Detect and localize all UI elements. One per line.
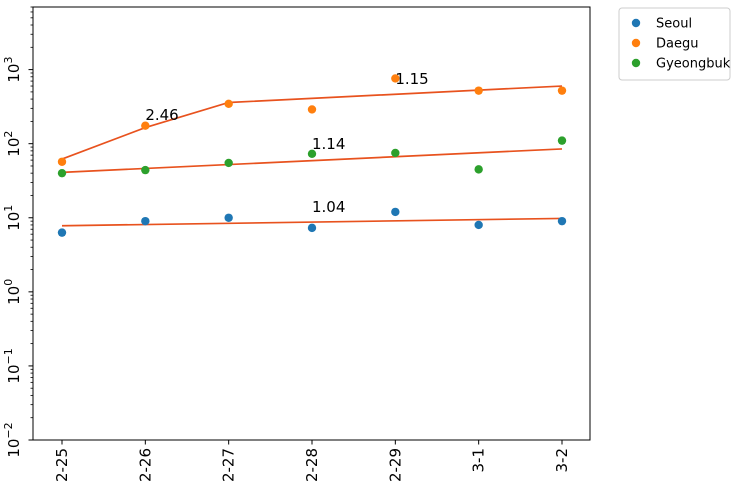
- point-daegu: [391, 74, 400, 83]
- point-daegu: [224, 99, 233, 109]
- y-minor-ticks: [30, 6, 33, 419]
- point-daegu: [474, 86, 483, 95]
- y-tick-label: 102: [2, 131, 23, 157]
- point-daegu: [57, 157, 67, 166]
- legend-label: Daegu: [656, 37, 698, 52]
- x-tick-label: 2-25: [53, 448, 71, 482]
- point-gyeongbuk: [474, 165, 483, 174]
- annotation-label: 1.15: [395, 70, 428, 88]
- point-seoul: [141, 216, 150, 226]
- legend-marker: [631, 58, 641, 68]
- annotation-label: 1.04: [312, 198, 345, 216]
- y-axis: 10−2 10−1 100 101 102 103: [2, 57, 33, 458]
- y-tick-label: 10−1: [2, 348, 23, 383]
- annotation-label: 2.46: [145, 106, 178, 124]
- x-tick-label: 2-29: [386, 448, 404, 482]
- legend: Seoul Daegu Gyeongbuk: [618, 7, 731, 81]
- x-tick-label: 2-27: [220, 448, 238, 482]
- plot-area: [32, 6, 591, 441]
- x-axis: 2-25 2-26 2-27 2-28 2-29 3-1 3-2: [53, 440, 571, 482]
- point-seoul: [224, 213, 233, 222]
- data-points: [57, 74, 567, 237]
- point-daegu: [141, 121, 150, 130]
- annotations: 2.46 1.15 1.14 1.04: [145, 70, 428, 216]
- legend-label: Seoul: [656, 17, 692, 32]
- legend-label: Gyeongbuk: [656, 57, 731, 72]
- point-seoul: [57, 228, 67, 237]
- point-gyeongbuk: [57, 168, 67, 178]
- point-daegu: [307, 105, 317, 114]
- x-tick-label: 3-1: [470, 448, 488, 473]
- point-gyeongbuk: [224, 158, 233, 168]
- legend-marker: [631, 38, 641, 48]
- legend-box: [618, 7, 731, 81]
- y-tick-label: 103: [2, 57, 23, 83]
- y-tick-label: 101: [2, 205, 23, 231]
- point-gyeongbuk: [307, 149, 317, 159]
- annotation-label: 1.14: [312, 135, 345, 153]
- point-gyeongbuk: [391, 148, 400, 158]
- point-daegu: [557, 86, 567, 95]
- point-seoul: [474, 220, 483, 230]
- x-tick-label: 2-26: [136, 448, 154, 482]
- y-tick-label: 10−2: [2, 422, 23, 457]
- x-tick-label: 2-28: [303, 448, 321, 482]
- point-seoul: [391, 207, 400, 217]
- point-seoul: [307, 223, 317, 233]
- y-tick-label: 100: [2, 279, 23, 305]
- fit-line: [61, 85, 563, 160]
- point-gyeongbuk: [557, 136, 567, 145]
- x-tick-label: 3-2: [553, 448, 571, 473]
- legend-marker: [631, 18, 641, 28]
- point-seoul: [557, 216, 567, 226]
- point-gyeongbuk: [141, 165, 150, 175]
